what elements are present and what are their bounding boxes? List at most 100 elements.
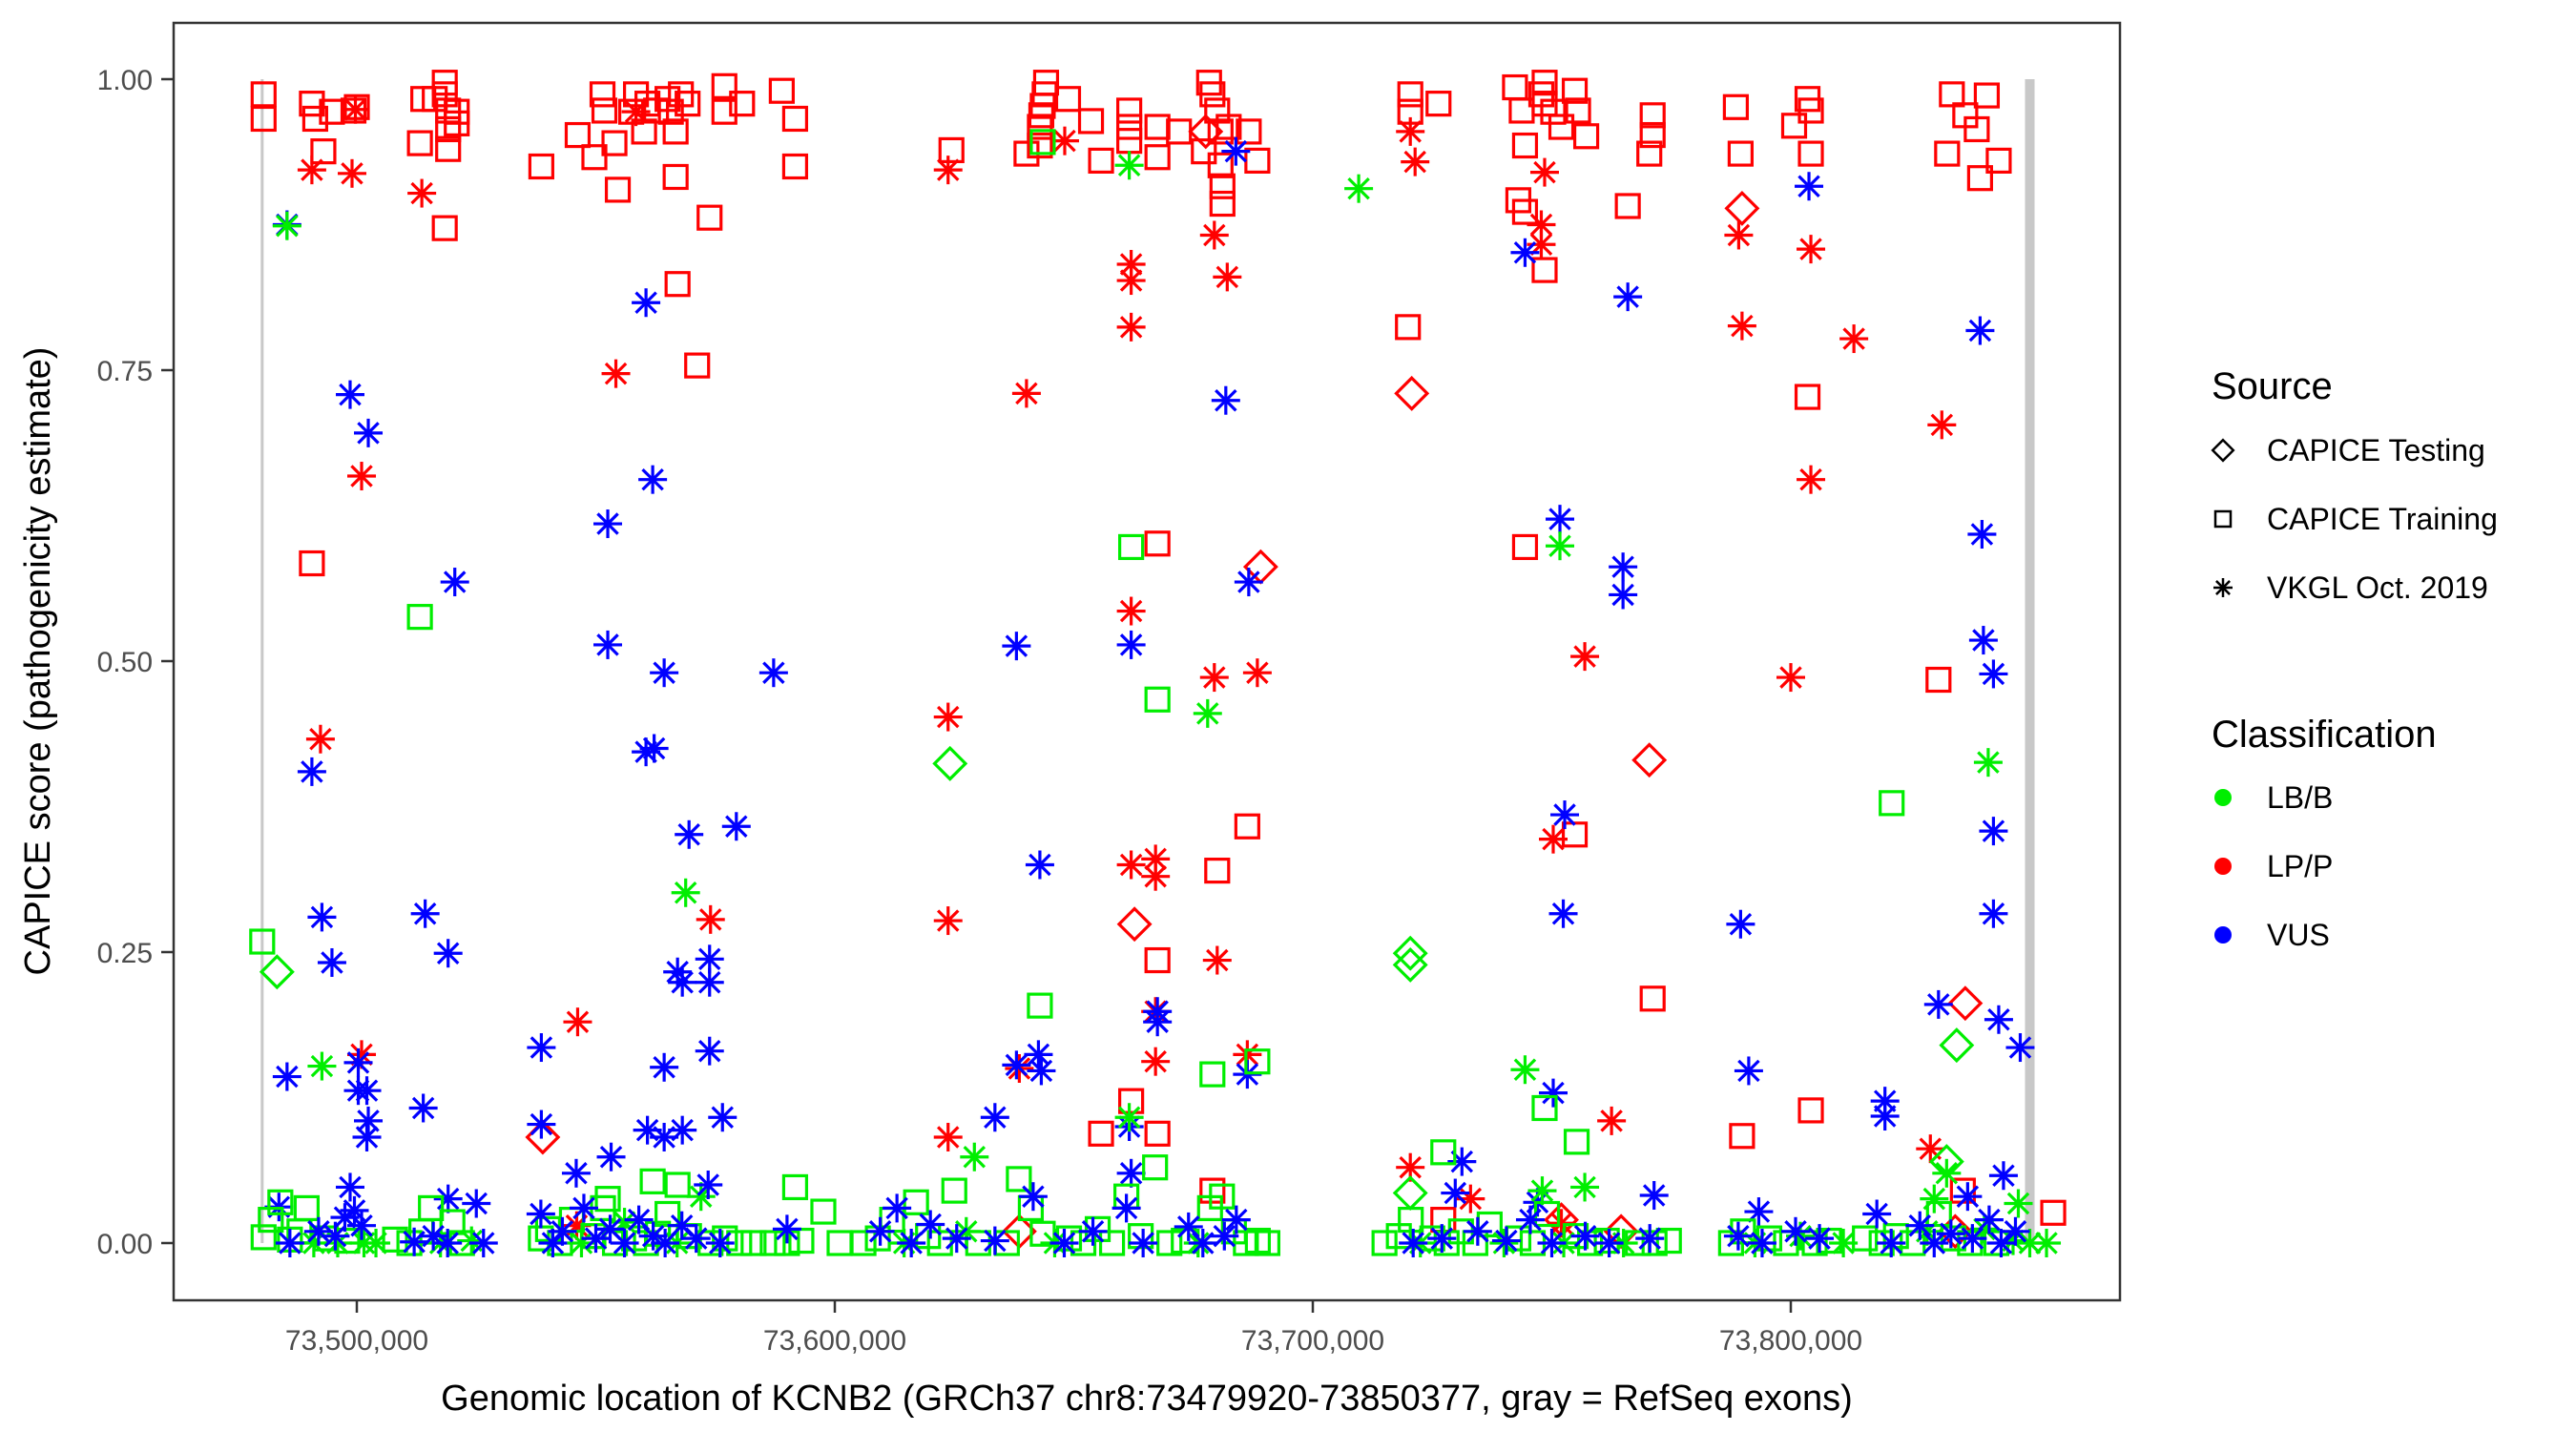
data-point-square [781, 153, 809, 180]
data-point-asterisk [1988, 1161, 2018, 1191]
data-point-square [1797, 140, 1824, 167]
data-point-asterisk [671, 878, 700, 907]
data-point-square [1144, 946, 1171, 974]
data-point-asterisk [1967, 520, 1997, 550]
data-point-square [1244, 1048, 1271, 1075]
data-point-asterisk [1968, 626, 1998, 655]
data-point-asterisk [303, 1216, 333, 1246]
data-point-asterisk [1905, 1211, 1935, 1240]
data-point-asterisk [1597, 1106, 1627, 1135]
data-point-asterisk [347, 462, 377, 491]
data-point-square [1430, 1139, 1457, 1166]
data-point-asterisk [1923, 989, 1953, 1019]
data-point-asterisk [1199, 663, 1229, 693]
data-point-asterisk [696, 904, 725, 934]
data-point-asterisk [650, 1052, 679, 1082]
data-point-square [1209, 190, 1236, 218]
data-point-square [594, 1186, 621, 1213]
data-point-asterisk [1529, 157, 1559, 187]
data-point-square [1209, 173, 1236, 199]
data-point-square [1209, 1183, 1236, 1210]
data-point-asterisk [2032, 1229, 2062, 1257]
data-point-square [1006, 1166, 1032, 1192]
data-point-asterisk [1399, 1229, 1428, 1257]
data-point-asterisk [1141, 1047, 1171, 1076]
data-point-square [768, 77, 795, 104]
data-point-square [418, 1194, 445, 1222]
data-point-asterisk [651, 1229, 680, 1257]
data-point-square [591, 97, 618, 124]
data-point-asterisk [272, 211, 301, 240]
data-point-asterisk [1116, 266, 1146, 296]
data-point-asterisk [933, 702, 963, 732]
data-point-asterisk [468, 1229, 498, 1257]
data-point-asterisk [1129, 1229, 1158, 1257]
data-point-asterisk [1726, 909, 1755, 939]
legend-label-source: CAPICE Training [2267, 502, 2498, 536]
data-point-asterisk [1973, 748, 2003, 778]
y-axis-title: CAPICE score (pathogenicity estimate) [18, 347, 58, 976]
data-point-square [941, 1177, 967, 1204]
data-point-square [1207, 118, 1234, 145]
data-point-square [654, 1200, 681, 1228]
data-point-asterisk [1111, 1193, 1141, 1223]
data-point-square [589, 81, 616, 108]
data-point-asterisk [410, 899, 440, 928]
data-point-diamond [1392, 935, 1428, 971]
data-point-square [1144, 530, 1171, 557]
data-point-asterisk [942, 1224, 971, 1254]
data-point-diamond [1724, 190, 1760, 226]
data-point-asterisk [1548, 899, 1578, 928]
data-point-asterisk [1570, 642, 1600, 672]
x-tick-label: 73,500,000 [285, 1325, 428, 1357]
legend-key-dot [2214, 858, 2232, 875]
y-tick-label: 0.50 [97, 647, 153, 678]
data-point-asterisk [721, 812, 751, 841]
data-point-square [810, 1198, 837, 1225]
data-point-asterisk [897, 1229, 926, 1257]
data-point-square [1118, 533, 1145, 561]
data-point-asterisk [307, 902, 337, 932]
data-point-diamond [1631, 742, 1668, 778]
data-point-asterisk [980, 1226, 1009, 1255]
data-point-square [729, 91, 756, 117]
legend-label-classification: LB/B [2267, 780, 2333, 815]
data-point-asterisk [1613, 282, 1643, 312]
data-point-asterisk [341, 94, 370, 124]
data-point-square [1934, 140, 1961, 167]
legend-title-classification: Classification [2212, 714, 2437, 756]
data-point-square [1531, 70, 1558, 96]
data-point-square [249, 928, 276, 955]
data-point-square [1425, 91, 1452, 117]
data-point-asterisk [1744, 1197, 1774, 1227]
x-tick-label: 73,800,000 [1719, 1325, 1862, 1357]
data-point-asterisk [933, 906, 963, 936]
data-point-asterisk [960, 1142, 989, 1172]
data-point-asterisk [1242, 658, 1272, 688]
data-point-square [250, 81, 277, 108]
data-point-asterisk [1141, 861, 1171, 891]
data-point-asterisk [527, 1110, 556, 1139]
data-point-asterisk [1116, 1158, 1146, 1188]
data-point-asterisk [561, 1158, 591, 1188]
x-tick-label: 73,700,000 [1241, 1325, 1384, 1357]
data-point-asterisk [433, 1229, 463, 1257]
data-point-square [711, 98, 737, 125]
data-point-diamond [932, 745, 968, 781]
data-point-asterisk [1539, 824, 1568, 854]
data-point-asterisk [337, 158, 366, 188]
data-point-square [301, 105, 329, 133]
data-point-square [684, 352, 711, 379]
legend-title-source: Source [2212, 365, 2333, 407]
legend-key-asterisk [2213, 578, 2233, 597]
data-point-asterisk [526, 1199, 555, 1229]
data-point-asterisk [1862, 1199, 1892, 1229]
data-point-square [1639, 985, 1666, 1012]
data-point-square [1088, 147, 1114, 174]
data-point-square [664, 1172, 691, 1198]
data-point-asterisk [668, 1115, 697, 1145]
data-point-asterisk [1211, 385, 1240, 415]
data-point-asterisk [1979, 817, 2008, 846]
data-point-asterisk [1570, 1221, 1600, 1251]
data-point-square [1548, 114, 1575, 140]
